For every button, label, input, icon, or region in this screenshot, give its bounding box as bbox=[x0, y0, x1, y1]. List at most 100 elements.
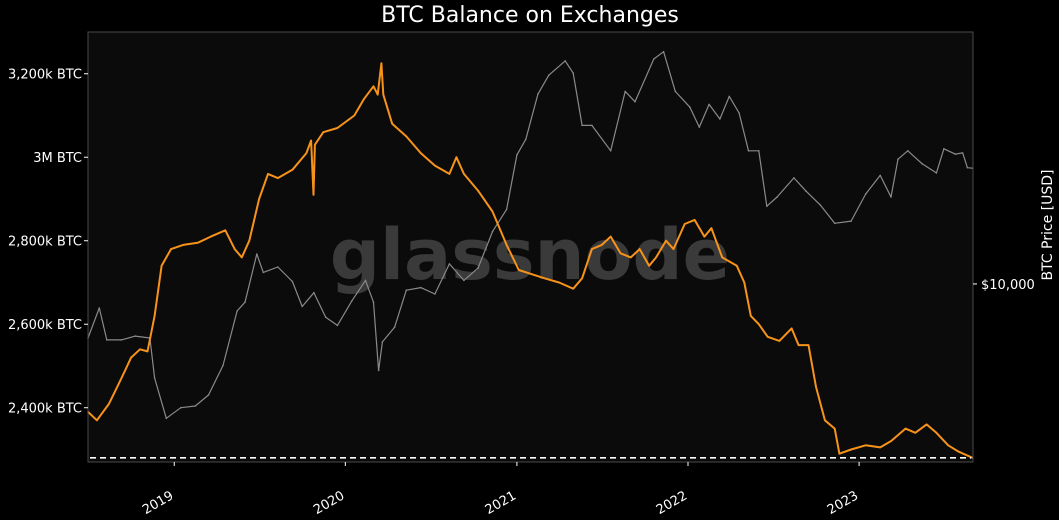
balance-data-point bbox=[139, 348, 141, 351]
price-data-point bbox=[165, 417, 168, 420]
price-data-point bbox=[336, 324, 339, 327]
price-data-point bbox=[491, 230, 494, 233]
price-data-point bbox=[277, 266, 279, 268]
balance-data-point bbox=[864, 444, 867, 447]
price-data-point bbox=[207, 394, 210, 396]
balance-data-point bbox=[336, 127, 339, 129]
x-tick-label: 2021 bbox=[483, 488, 519, 518]
balance-data-point bbox=[448, 173, 451, 175]
balance-data-point bbox=[258, 198, 260, 200]
balance-data-point bbox=[391, 123, 394, 125]
price-data-point bbox=[548, 74, 550, 76]
balance-data-point bbox=[120, 377, 123, 380]
balance-data-point bbox=[672, 248, 675, 250]
balance-data-point bbox=[196, 242, 199, 244]
balance-data-point bbox=[935, 432, 938, 434]
left-tick-label: 2,400k BTC bbox=[8, 402, 82, 417]
balance-data-point bbox=[505, 244, 508, 246]
balance-data-point bbox=[170, 248, 172, 250]
price-data-point bbox=[448, 263, 451, 265]
balance-data-point bbox=[420, 152, 422, 154]
x-tick-label: 2019 bbox=[140, 488, 176, 518]
balance-data-point bbox=[160, 265, 163, 267]
price-data-point bbox=[134, 335, 137, 337]
price-data-point bbox=[420, 286, 422, 289]
balance-data-point bbox=[630, 256, 632, 259]
balance-data-point bbox=[947, 444, 949, 447]
price-data-point bbox=[819, 204, 821, 206]
balance-data-point bbox=[463, 173, 465, 175]
price-data-point bbox=[738, 112, 740, 114]
left-tick-label: 2,800k BTC bbox=[8, 235, 82, 250]
left-tick-label: 2,600k BTC bbox=[8, 318, 82, 333]
price-data-point bbox=[194, 405, 197, 407]
plot-frame bbox=[87, 31, 974, 463]
price-data-point bbox=[377, 369, 380, 372]
price-data-point bbox=[689, 106, 691, 108]
balance-data-point bbox=[530, 273, 533, 275]
balance-data-point bbox=[879, 446, 881, 449]
price-data-point bbox=[180, 406, 182, 409]
price-data-point bbox=[624, 90, 626, 93]
balance-data-point bbox=[372, 85, 375, 88]
balance-data-point bbox=[665, 239, 667, 242]
price-data-point bbox=[719, 118, 721, 120]
balance-data-point bbox=[277, 177, 279, 179]
balance-data-point bbox=[850, 448, 852, 451]
balance-data-point bbox=[797, 344, 800, 346]
price-data-point bbox=[255, 253, 258, 255]
price-data-point bbox=[674, 90, 677, 93]
price-data-point bbox=[463, 279, 465, 282]
balance-data-point bbox=[572, 287, 574, 290]
balance-data-point bbox=[108, 402, 110, 405]
balance-data-point bbox=[543, 277, 546, 280]
balance-data-point bbox=[710, 227, 713, 229]
right-tick-label: $10,000 bbox=[981, 278, 1035, 293]
balance-data-point bbox=[363, 98, 365, 100]
balance-data-point bbox=[267, 173, 269, 175]
balance-data-point bbox=[619, 252, 622, 255]
balance-data-point bbox=[758, 323, 760, 326]
right-axis-label: BTC Price [USD] bbox=[1040, 169, 1056, 280]
price-data-point bbox=[728, 95, 731, 98]
price-data-point bbox=[698, 126, 701, 128]
price-data-point bbox=[634, 100, 636, 103]
price-data-point bbox=[966, 166, 969, 169]
balance-series-line bbox=[87, 62, 973, 459]
balance-data-point bbox=[305, 152, 308, 154]
price-data-point bbox=[708, 103, 710, 106]
balance-data-point bbox=[382, 93, 385, 96]
price-data-point bbox=[505, 208, 508, 211]
balance-data-point bbox=[491, 210, 494, 213]
balance-data-point bbox=[925, 423, 928, 426]
price-data-point bbox=[879, 174, 881, 177]
price-data-point bbox=[120, 339, 123, 341]
price-data-point bbox=[364, 279, 367, 282]
balance-data-point bbox=[914, 432, 917, 434]
balance-data-point bbox=[693, 219, 696, 221]
price-data-point bbox=[222, 364, 224, 367]
balance-data-point bbox=[146, 350, 149, 353]
balance-data-point bbox=[581, 277, 583, 280]
balance-data-point bbox=[601, 244, 603, 246]
x-tick-label: 2022 bbox=[654, 488, 690, 518]
balance-data-point bbox=[314, 143, 316, 146]
balance-data-point bbox=[353, 114, 356, 117]
balance-data-point bbox=[743, 281, 746, 284]
balance-data-point bbox=[838, 452, 841, 455]
price-data-point bbox=[864, 193, 867, 195]
balance-data-point bbox=[591, 248, 593, 250]
balance-data-point bbox=[153, 315, 156, 317]
left-tick-label: 3,200k BTC bbox=[8, 68, 82, 83]
balance-data-point bbox=[609, 235, 612, 238]
x-axis: 2019 2020 2021 2022 2023 bbox=[140, 462, 861, 518]
balance-data-point bbox=[703, 235, 706, 238]
plot-background bbox=[88, 32, 973, 462]
price-data-point bbox=[961, 152, 964, 154]
x-tick-label: 2023 bbox=[825, 488, 861, 518]
price-data-point bbox=[747, 150, 750, 152]
price-data-point bbox=[581, 124, 583, 127]
price-data-point bbox=[850, 220, 852, 222]
